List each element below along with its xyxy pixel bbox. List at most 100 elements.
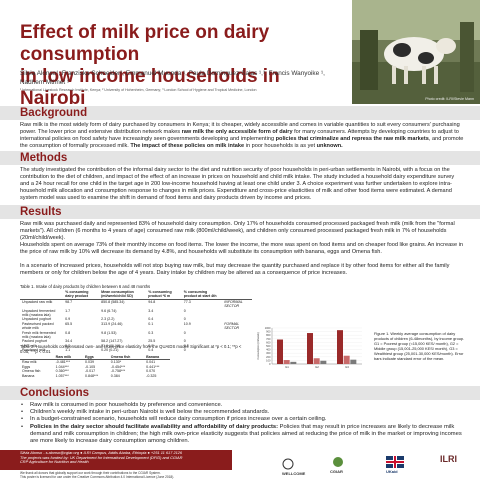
table2-cell: Banana [22, 373, 35, 378]
table1-cell: 0.9 [65, 317, 71, 322]
chart-y-tick-label: 1000 [265, 326, 271, 330]
chart-x-tick-label: G2 [315, 365, 319, 369]
table1-cell: 0.4 [148, 317, 154, 322]
table2-header-cell: Eggs [82, 355, 109, 361]
chart-y-tick-label: 700 [266, 337, 271, 341]
header-photo: Photo credit: ILRI/Stevie Mann [352, 0, 480, 104]
chart-bar [283, 360, 290, 364]
table2-cell: 0.130* [110, 360, 122, 365]
table1-cell: 25.5 [148, 339, 156, 344]
wellcome-logo: WELLCOME [282, 458, 305, 476]
table2: Raw milk Eggs Omena fish Banana Raw milk… [20, 355, 170, 378]
table1-sector-cell: FORMAL SECTOR [224, 321, 240, 331]
chart-bar [307, 333, 313, 364]
table1-cell: 9.6 (6.74) [101, 308, 117, 313]
table1-cell: Unpacked raw milk [22, 299, 53, 304]
table2-cell: -0.105 [84, 364, 96, 369]
conclusion-item-4-bold: Policies in the dairy sector should faci… [30, 423, 279, 430]
table1: % consuming dairy product Mean consumpti… [20, 290, 252, 353]
results-heading: Results [20, 206, 62, 218]
title-line-1: Effect of milk price on dairy consumptio… [20, 22, 270, 65]
table1-cell: 9.8 (1.53) [101, 330, 117, 335]
table1-cell: 313.9 (24.46) [101, 321, 123, 326]
table1-cell: 0 [183, 339, 186, 344]
background-bold-4: unknown. [316, 143, 343, 149]
table1-cell: Fresh milk fermented milk (maziwa lala) [22, 330, 56, 340]
table2-cell: Eggs [22, 364, 31, 369]
conclusion-item: Children's weekly milk intake in peri-ur… [20, 409, 464, 416]
table1-cell: 34.4 [65, 339, 73, 344]
table2-cell: 0.360*** [55, 369, 69, 374]
table2-cell: -0.481*** [55, 360, 70, 365]
photo-credit: Photo credit: ILRI/Stevie Mann [425, 97, 474, 101]
background-bold-3: The impact of these policies on milk int… [130, 143, 245, 149]
table1-cell: 1.1 [65, 348, 71, 353]
table2-cell: 1.057*** [55, 373, 69, 378]
table2-header-cell: Banana [144, 355, 170, 361]
conclusions-heading: Conclusions [20, 387, 90, 399]
footer-text: Silvia Alonso - s.alonso@cgiar.org ● ILR… [20, 450, 230, 465]
poster-header: Effect of milk price on dairy consumptio… [0, 0, 480, 109]
table2-cell: 0.384 [110, 373, 120, 378]
table2-cell: Raw milk [22, 360, 37, 365]
chart-y-tick-label: 900 [266, 330, 271, 334]
affiliations: ¹ International Livestock Research Insti… [20, 88, 257, 92]
table2-cell: Omena fish [22, 369, 41, 374]
table2-cell: -0.758*** [110, 369, 126, 374]
table1-cell: Powdered milk [22, 348, 46, 353]
table1-sector-cell: INFORMAL SECTOR [224, 299, 243, 309]
table1-sector-cell [222, 331, 252, 340]
table1-cell: 0.20 (0.21) [101, 348, 119, 353]
table1-row: Unpacked yoghurt 0.9 2.3 (2.2) 0.4 0 [20, 317, 252, 321]
table1-header-cell [20, 290, 64, 300]
crp-line: CRP Agriculture for Nutrition and Health [20, 459, 89, 465]
table1-cell: 10.9 [183, 321, 191, 326]
chart-bar [337, 330, 343, 364]
results-heading-bar: Results [0, 205, 480, 219]
table1-row: Packed yoghurt 34.4 58.2 (147.27) 25.5 0 [20, 339, 252, 343]
background-heading-bar: Background [0, 106, 480, 120]
table1-cell: 0.4 [148, 348, 154, 353]
table1-header-cell [222, 290, 252, 300]
chart-y-tick-label: 0 [269, 362, 271, 366]
background-paragraph: Raw milk is the most widely form of dair… [20, 122, 464, 150]
table1-caption: Table 1. Intake of dairy products by chi… [20, 284, 151, 289]
table1-header-cell: % consuming product *6 m [146, 290, 182, 300]
table1-row: Fresh milk fermented milk (maziwa lala) 0… [20, 331, 252, 340]
cgiar-logo: CGIAR [330, 456, 346, 474]
background-bold-1: raw milk the only accessible form of dai… [181, 129, 293, 135]
table1-cell: 5.2 [65, 343, 71, 348]
poster-footer: Silvia Alonso - s.alonso@cgiar.org ● ILR… [0, 450, 480, 480]
table1-header-row: % consuming dairy product Mean consumpti… [20, 290, 252, 300]
chart-y-tick-label: 100 [266, 358, 271, 362]
funding-line: The projects was funded by: UK Departmen… [20, 454, 183, 460]
cow-photo-illustration [352, 0, 480, 104]
table1-cell: 21.9 (11.19) [101, 343, 121, 348]
chart-x-tick-label: G3 [345, 365, 349, 369]
chart-y-tick-label: 200 [266, 355, 271, 359]
table1-cell: 1.7 [65, 308, 71, 313]
wellcome-logo-icon [282, 458, 294, 470]
table2-caption: Table 2. Households compensated own- and… [20, 344, 242, 354]
table2-header-row: Raw milk Eggs Omena fish Banana [20, 355, 170, 361]
figure1-caption: Figure 1. Weekly average consumption of … [374, 331, 465, 361]
table1-cell: 0 [183, 308, 186, 313]
chart-y-tick-label: 500 [266, 344, 271, 348]
results-paragraph-1: Raw milk was purchased daily and represe… [20, 221, 455, 241]
table1-body: Unpacked raw milk 98.7 850.8 (585.34) 94.8 7… [20, 299, 252, 352]
table1-row: Pasteurised packed whole milk 65.5 313.9 (… [20, 322, 252, 331]
license-line: This poster is licensed for use under th… [20, 475, 175, 479]
chart-y-tick-label: 800 [266, 333, 271, 337]
table1-header-cell: % consuming product at start 4th [181, 290, 223, 300]
conclusion-item-4-text: Policies that may result in price increa… [30, 423, 462, 445]
table2-header-cell: Omena fish [108, 355, 145, 361]
chart-bar [343, 355, 350, 364]
table1-row: Unpacked fermented milk (maziwa lala) 1.7… [20, 309, 252, 318]
footer-contact-bar: Silvia Alonso - s.alonso@cgiar.org ● ILR… [0, 450, 232, 470]
table2-cell: 0.039 [84, 360, 94, 365]
chart-y-axis-label: Consumption (ml/week) [256, 332, 260, 359]
table1-cell: 0.0 [148, 343, 154, 348]
cgiar-logo-icon [333, 457, 343, 467]
background-heading: Background [20, 107, 88, 119]
table1-header-cell: Mean consumption (ml/week/child SD) [99, 290, 147, 300]
